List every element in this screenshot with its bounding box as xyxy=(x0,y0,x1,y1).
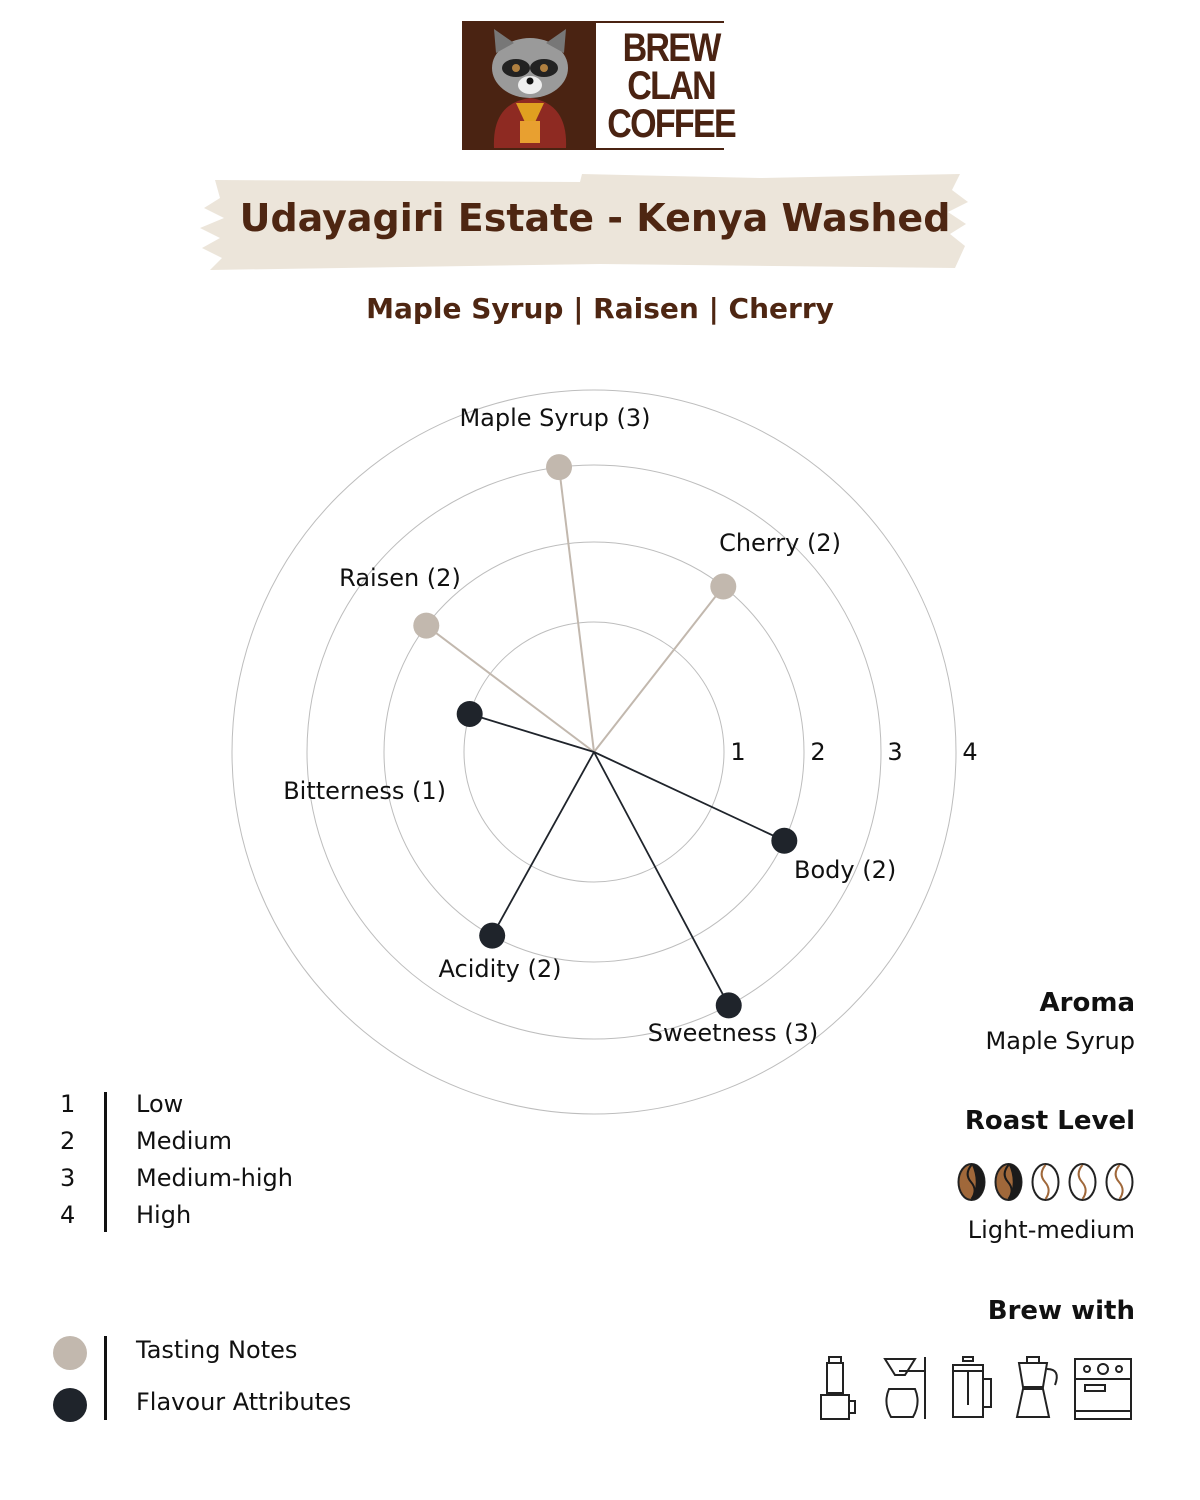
point-label: Sweetness (3) xyxy=(648,1019,818,1047)
aroma-value: Maple Syrup xyxy=(985,1027,1135,1055)
ring-label: 4 xyxy=(962,738,977,766)
point-label: Body (2) xyxy=(794,856,896,884)
brew-heading: Brew with xyxy=(987,1296,1135,1326)
scale-label: Medium-high xyxy=(136,1164,293,1192)
ring-label: 2 xyxy=(810,738,825,766)
scale-number: 4 xyxy=(60,1201,76,1229)
point-sweetness xyxy=(715,992,742,1019)
legend-label: Flavour Attributes xyxy=(136,1388,352,1416)
tasting-notes-subtitle: Maple Syrup | Raisen | Cherry xyxy=(366,292,834,325)
legend-label: Tasting Notes xyxy=(136,1336,298,1364)
point-cherry xyxy=(710,573,737,600)
point-label: Maple Syrup (3) xyxy=(459,404,650,432)
espresso-machine-icon xyxy=(1074,1358,1132,1420)
point-label: Raisen (2) xyxy=(339,564,461,592)
ring-label: 1 xyxy=(730,738,745,766)
title-banner xyxy=(200,174,968,270)
french-press-icon xyxy=(952,1356,992,1418)
logo-text: CLAN xyxy=(627,63,716,108)
roast-heading: Roast Level xyxy=(964,1106,1135,1136)
roast-level-indicator xyxy=(956,1162,1135,1202)
legend-divider xyxy=(104,1092,107,1232)
scale-label: Medium xyxy=(136,1127,232,1155)
empty-coffee-bean-icon xyxy=(1105,1163,1134,1201)
filled-coffee-bean-icon xyxy=(957,1163,986,1201)
point-bitterness xyxy=(456,700,483,727)
point-maple-syrup xyxy=(546,454,573,481)
aroma-heading: Aroma xyxy=(1039,988,1135,1018)
brand-logo: BREW CLAN COFFEE xyxy=(462,21,737,150)
ring-label: 3 xyxy=(887,738,902,766)
moka-pot-icon xyxy=(1015,1356,1058,1418)
raccoon-mascot-icon xyxy=(464,23,596,148)
point-acidity xyxy=(479,922,506,949)
point-label: Cherry (2) xyxy=(719,529,841,557)
spoke-bitterness xyxy=(469,713,595,753)
scale-label: High xyxy=(136,1201,192,1229)
brew-methods xyxy=(815,1355,1135,1421)
point-label: Acidity (2) xyxy=(439,955,562,983)
legend-divider xyxy=(104,1336,107,1420)
aeropress-icon xyxy=(820,1356,856,1420)
spoke-cherry xyxy=(593,585,725,753)
page-title: Udayagiri Estate - Kenya Washed xyxy=(239,196,951,240)
spoke-acidity xyxy=(491,751,595,937)
empty-coffee-bean-icon xyxy=(1031,1163,1060,1201)
scale-label: Low xyxy=(136,1090,184,1118)
scale-number: 2 xyxy=(60,1127,76,1155)
ring-1 xyxy=(463,621,725,883)
ring-4 xyxy=(231,389,957,1115)
filled-coffee-bean-icon xyxy=(994,1163,1023,1201)
ring-3 xyxy=(306,464,882,1040)
scale-number: 1 xyxy=(60,1090,76,1118)
logo-text: COFFEE xyxy=(607,101,736,146)
point-raisen xyxy=(413,612,440,639)
logo-text: BREW xyxy=(622,25,722,70)
empty-coffee-bean-icon xyxy=(1068,1163,1097,1201)
point-label: Bitterness (1) xyxy=(283,777,446,805)
legend-swatch xyxy=(53,1388,87,1422)
spoke-body xyxy=(593,751,785,842)
point-body xyxy=(771,827,798,854)
spoke-raisen xyxy=(425,624,595,753)
spoke-maple-syrup xyxy=(558,467,595,753)
roast-value: Light-medium xyxy=(967,1216,1135,1244)
scale-number: 3 xyxy=(60,1164,76,1192)
pour-over-icon xyxy=(883,1357,926,1419)
ring-2 xyxy=(383,541,805,963)
legend-swatch xyxy=(53,1336,87,1370)
spoke-sweetness xyxy=(593,751,730,1006)
